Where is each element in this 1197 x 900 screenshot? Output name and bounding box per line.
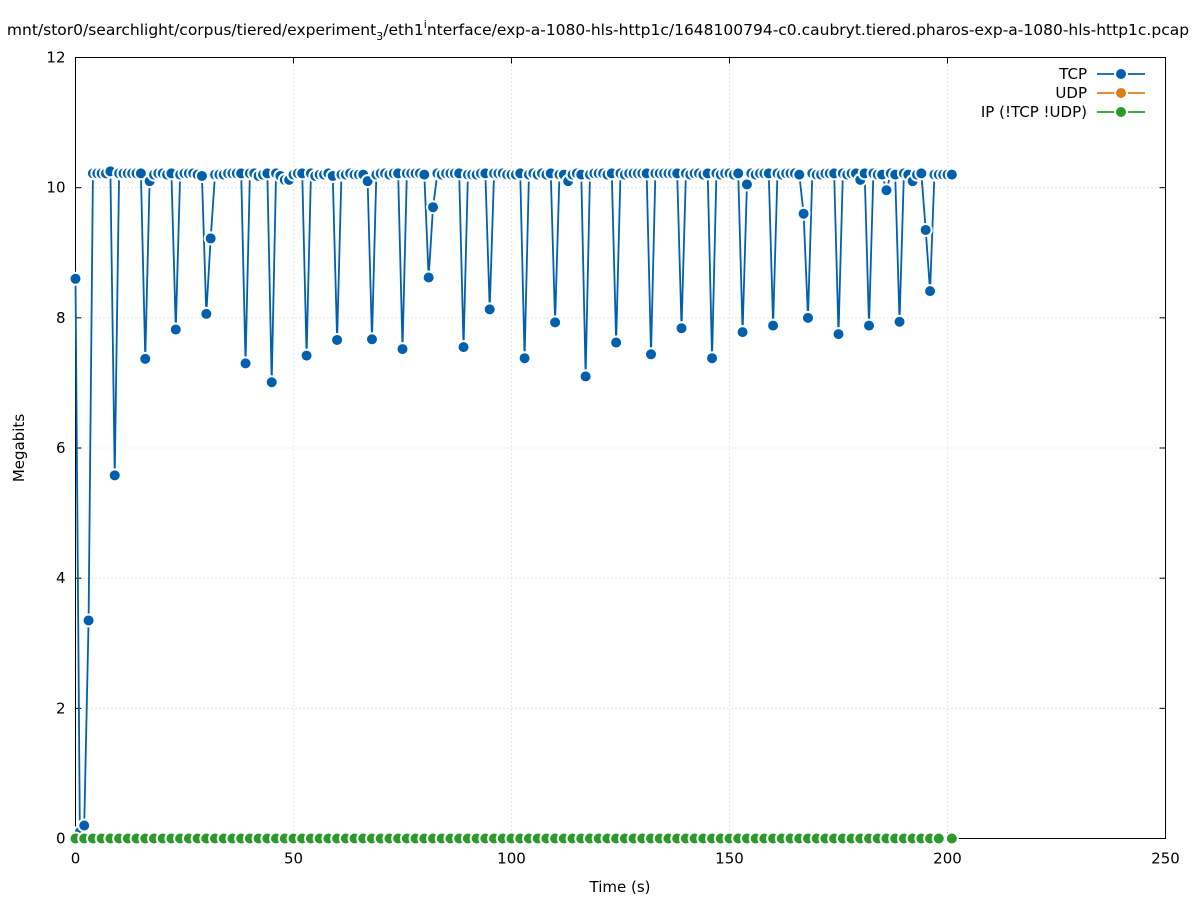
data-point-tcp (800, 310, 815, 325)
x-tick-label: 200 (933, 850, 962, 868)
data-point-tcp (456, 340, 471, 355)
y-tick-label: 8 (56, 309, 66, 327)
x-tick-label: 250 (1151, 850, 1180, 868)
data-point-tcp (644, 347, 659, 362)
data-point-tcp (796, 206, 811, 221)
data-point-tcp (705, 351, 720, 366)
data-point-tcp (944, 167, 959, 182)
legend-marker-ip-tcp-udp (1114, 105, 1128, 119)
data-point-tcp (918, 222, 933, 237)
series-layer (68, 164, 959, 846)
data-point-tcp (138, 351, 153, 366)
data-point-tcp (203, 231, 218, 246)
chart-title: mnt/stor0/searchlight/corpus/tiered/expe… (7, 18, 1189, 43)
legend-label-tcp: TCP (1058, 65, 1087, 83)
data-point-tcp (238, 356, 253, 371)
data-point-tcp (395, 342, 410, 357)
x-axis: 0 50 100 150 200 250 (71, 57, 1180, 868)
data-point-tcp (77, 818, 92, 833)
data-point-tcp (862, 318, 877, 333)
series-ip-tcp-udp (68, 831, 959, 846)
x-tick-label: 50 (284, 850, 303, 868)
x-tick-label: 100 (497, 850, 526, 868)
data-point-tcp (831, 327, 846, 342)
data-point-tcp (364, 332, 379, 347)
data-point-tcp (264, 375, 279, 390)
y-axis-label: Megabits (10, 414, 28, 482)
data-point-tcp (548, 315, 563, 330)
y-tick-label: 12 (46, 49, 65, 67)
legend-marker-tcp (1114, 67, 1128, 81)
data-point-ip-tcp-udp (931, 831, 946, 846)
y-tick-label: 0 (56, 830, 66, 848)
data-point-tcp (792, 167, 807, 182)
data-point-tcp (421, 270, 436, 285)
data-point-tcp (892, 314, 907, 329)
legend-label-ip-tcp-udp: IP (!TCP !UDP) (981, 103, 1087, 121)
data-point-tcp (735, 325, 750, 340)
data-point-tcp (68, 271, 83, 286)
data-point-tcp (879, 183, 894, 198)
data-point-tcp (299, 348, 314, 363)
data-point-tcp (107, 468, 122, 483)
data-point-tcp (330, 332, 345, 347)
data-point-ip-tcp-udp (944, 831, 959, 846)
y-axis: 0 2 4 6 8 10 12 (46, 49, 1166, 848)
data-point-tcp (417, 167, 432, 182)
data-point-tcp (731, 166, 746, 181)
data-point-tcp (766, 318, 781, 333)
y-tick-label: 10 (46, 179, 65, 197)
data-point-tcp (914, 166, 929, 181)
data-point-tcp (674, 321, 689, 336)
data-point-tcp (81, 613, 96, 628)
x-tick-label: 0 (71, 850, 81, 868)
data-point-tcp (517, 351, 532, 366)
data-point-tcp (923, 284, 938, 299)
x-tick-label: 150 (715, 850, 744, 868)
data-point-tcp (199, 306, 214, 321)
series-tcp (68, 164, 959, 839)
data-point-tcp (426, 200, 441, 215)
y-tick-label: 6 (56, 439, 66, 457)
data-point-tcp (133, 166, 148, 181)
data-point-tcp (482, 302, 497, 317)
legend-marker-udp (1114, 86, 1128, 100)
grid (75, 57, 1166, 839)
data-point-tcp (194, 168, 209, 183)
y-tick-label: 4 (56, 569, 66, 587)
legend-label-udp: UDP (1055, 84, 1087, 102)
data-point-tcp (609, 335, 624, 350)
data-point-tcp (578, 369, 593, 384)
x-axis-label: Time (s) (589, 878, 651, 896)
data-point-tcp (168, 322, 183, 337)
y-tick-label: 2 (56, 699, 66, 717)
series-line-tcp (74, 170, 952, 833)
